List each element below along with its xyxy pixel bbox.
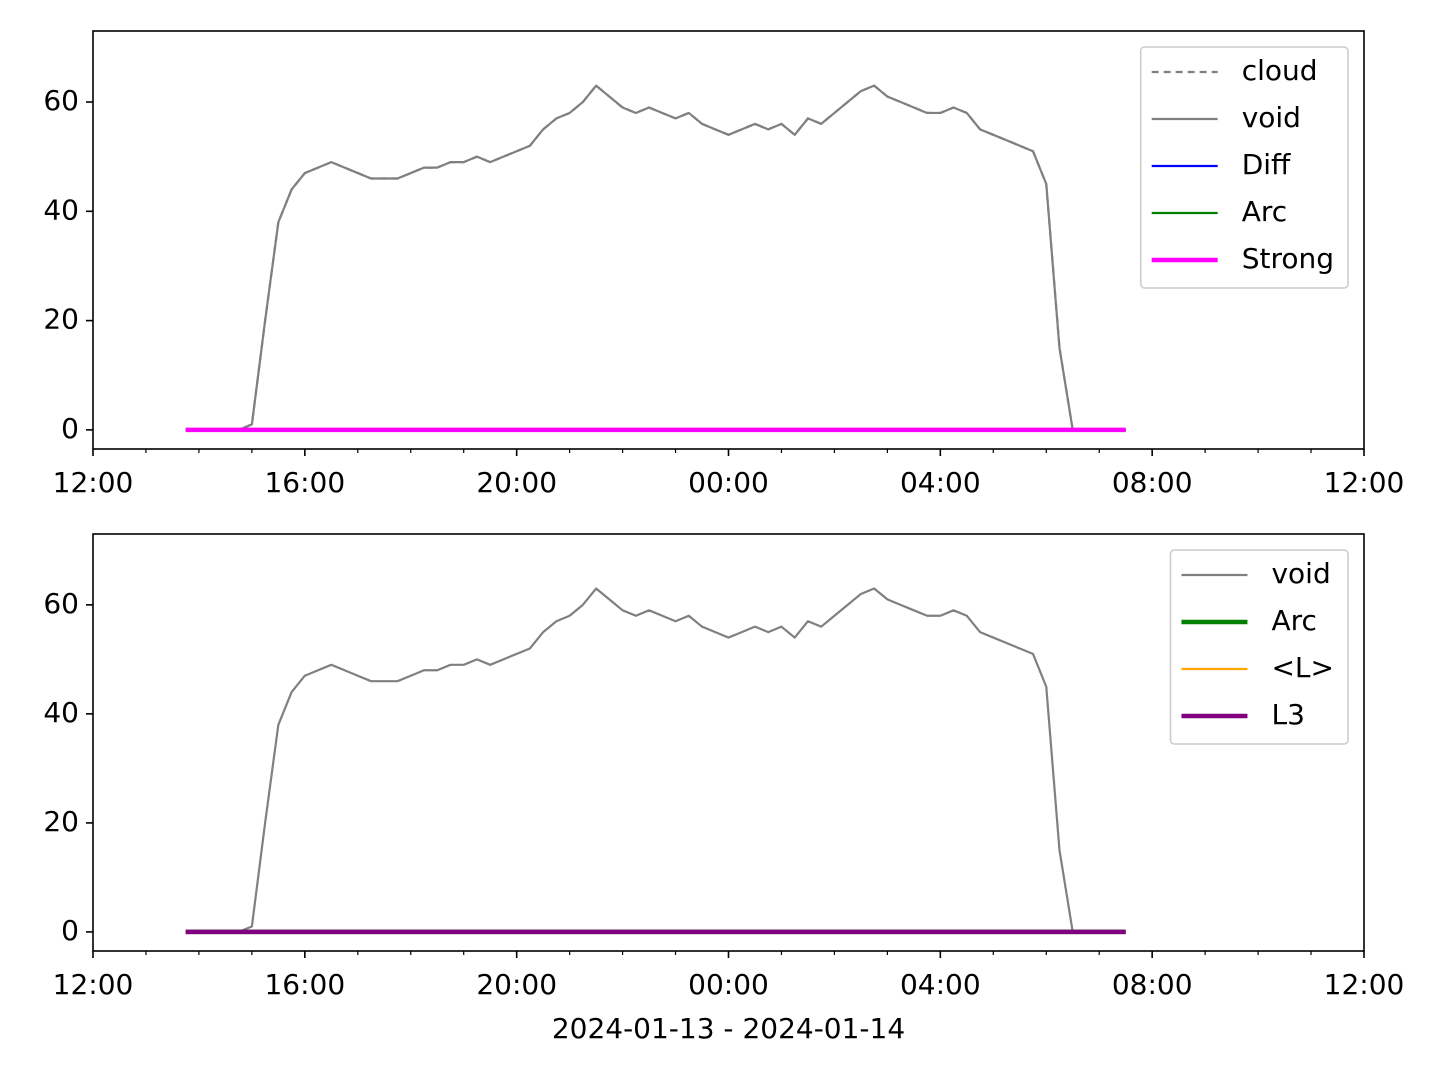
y-tick-label: 40 [43, 696, 79, 729]
x-tick-label: 08:00 [1112, 968, 1193, 1001]
x-tick-label: 04:00 [900, 466, 981, 499]
legend-label: void [1271, 557, 1330, 590]
x-tick-label: 16:00 [264, 968, 345, 1001]
x-tick-label: 12:00 [1324, 466, 1405, 499]
x-tick-label: 04:00 [900, 968, 981, 1001]
legend-label: Diff [1242, 148, 1291, 181]
legend-label: <L> [1271, 651, 1334, 684]
legend-box [1139, 46, 1349, 289]
y-tick-label: 60 [43, 84, 79, 117]
x-tick-label: 08:00 [1112, 466, 1193, 499]
series-line [185, 587, 1126, 934]
x-tick-label: 20:00 [476, 968, 557, 1001]
x-tick-label: 16:00 [264, 466, 345, 499]
axes-frame [92, 533, 1365, 952]
y-tick-label: 0 [61, 412, 79, 445]
legend-label: void [1242, 101, 1301, 134]
legend: cloud void Diff Arc Strong [1139, 46, 1349, 289]
x-axis-label: 2024-01-13 - 2024-01-14 [552, 1012, 905, 1045]
y-tick-label: 20 [43, 805, 79, 838]
legend-label: Arc [1271, 604, 1316, 637]
x-tick-label: 12:00 [1324, 968, 1405, 1001]
y-tick-label: 40 [43, 193, 79, 226]
legend-label: Strong [1242, 242, 1334, 275]
y-tick-label: 0 [61, 914, 79, 947]
series-line [185, 84, 1126, 431]
y-tick-label: 20 [43, 303, 79, 336]
axes-frame [92, 30, 1365, 450]
x-tick-label: 00:00 [688, 968, 769, 1001]
x-tick-label: 12:00 [53, 466, 134, 499]
legend-box [1169, 549, 1349, 745]
x-tick-label: 20:00 [476, 466, 557, 499]
legend-label: L3 [1271, 698, 1304, 731]
x-tick-label: 12:00 [53, 968, 134, 1001]
legend-label: Arc [1242, 195, 1287, 228]
legend: void Arc <L> L3 [1169, 549, 1349, 745]
legend-label: cloud [1242, 54, 1318, 87]
axes: 0 20 40 60 12:00 16:00 20:00 00:00 04:00 08:00 12:… [43, 533, 1405, 1045]
axes: 0 20 40 60 12:00 16:00 20:00 00:00 04:00 08:00 12:… [43, 30, 1405, 499]
x-tick-label: 00:00 [688, 466, 769, 499]
y-tick-label: 60 [43, 587, 79, 620]
